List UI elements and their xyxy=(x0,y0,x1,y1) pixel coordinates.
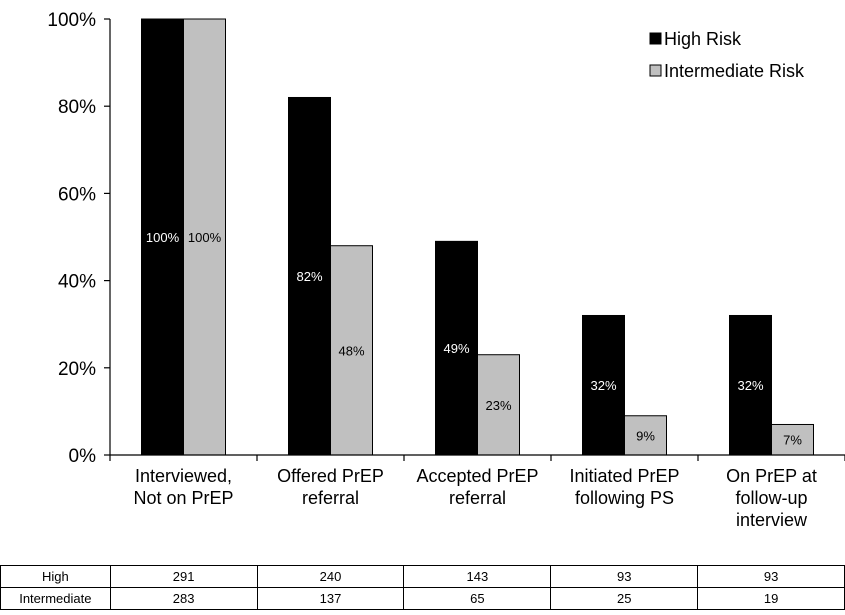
legend: High Risk Intermediate Risk xyxy=(649,29,805,81)
legend-label: Intermediate Risk xyxy=(664,61,805,81)
y-tick-label: 80% xyxy=(58,97,96,118)
row-label: High xyxy=(0,565,111,588)
table-row-intermediate: Intermediate 283 137 65 25 19 xyxy=(0,587,845,610)
bar-value-label: 48% xyxy=(338,343,364,358)
table-cell: 93 xyxy=(550,565,699,588)
table-cell: 283 xyxy=(109,587,258,610)
bar-value-label: 82% xyxy=(296,269,322,284)
legend-swatch xyxy=(649,32,662,45)
bar-high-risk xyxy=(582,314,625,456)
y-axis: 0% 20% 40% 60% 80% 100% xyxy=(47,10,111,467)
bar-intermediate-risk xyxy=(477,354,520,456)
bar-value-label: 23% xyxy=(485,398,511,413)
bar-intermediate-risk xyxy=(183,18,226,456)
table-cell: 137 xyxy=(256,587,405,610)
y-tick-label: 20% xyxy=(58,359,96,380)
x-axis: Interviewed, Not on PrEP Offered PrEP refer… xyxy=(109,454,845,530)
y-tick-label: 100% xyxy=(47,10,96,31)
bar-high-risk xyxy=(288,96,331,456)
x-category-label: On PrEP at follow-up interview xyxy=(726,466,817,530)
table-row-high: High 291 240 143 93 93 xyxy=(0,565,845,588)
bar-value-label: 32% xyxy=(590,378,616,393)
x-category-label: Offered PrEP referral xyxy=(277,466,384,508)
bar-value-label: 100% xyxy=(188,230,222,245)
table-cell: 240 xyxy=(256,565,405,588)
bar-value-label: 100% xyxy=(146,230,180,245)
bar-intermediate-risk xyxy=(624,415,667,456)
table-cell: 143 xyxy=(403,565,552,588)
y-tick-label: 60% xyxy=(58,184,96,205)
value-labels: 100% 100% 82% 48% 49% 23% 32% 9% 32% 7% xyxy=(146,230,802,448)
table-cell: 65 xyxy=(403,587,552,610)
bar-value-label: 9% xyxy=(636,428,655,443)
count-table: High 291 240 143 93 93 Intermediate 283 … xyxy=(0,565,845,610)
bars xyxy=(141,18,814,456)
x-category-label: Interviewed, Not on PrEP xyxy=(133,466,233,508)
table-cell: 291 xyxy=(109,565,258,588)
legend-swatch xyxy=(649,64,662,77)
table-cell: 93 xyxy=(697,565,845,588)
row-label: Intermediate xyxy=(0,587,111,610)
table-cell: 25 xyxy=(550,587,699,610)
bar-value-label: 32% xyxy=(737,378,763,393)
bar-value-label: 49% xyxy=(443,341,469,356)
legend-label: High Risk xyxy=(664,29,742,49)
bar-intermediate-risk xyxy=(330,245,373,456)
bar-high-risk xyxy=(435,240,478,456)
bar-intermediate-risk xyxy=(771,423,814,456)
x-category-label: Initiated PrEP following PS xyxy=(569,466,679,508)
y-tick-label: 0% xyxy=(69,446,97,467)
bar-chart: 0% 20% 40% 60% 80% 100% 100% 100% 82% 48% 49% 23% 3… xyxy=(47,10,845,530)
table-cell: 19 xyxy=(697,587,845,610)
x-category-label: Accepted PrEP referral xyxy=(416,466,538,508)
y-tick-label: 40% xyxy=(58,272,96,293)
bar-value-label: 7% xyxy=(783,433,802,448)
